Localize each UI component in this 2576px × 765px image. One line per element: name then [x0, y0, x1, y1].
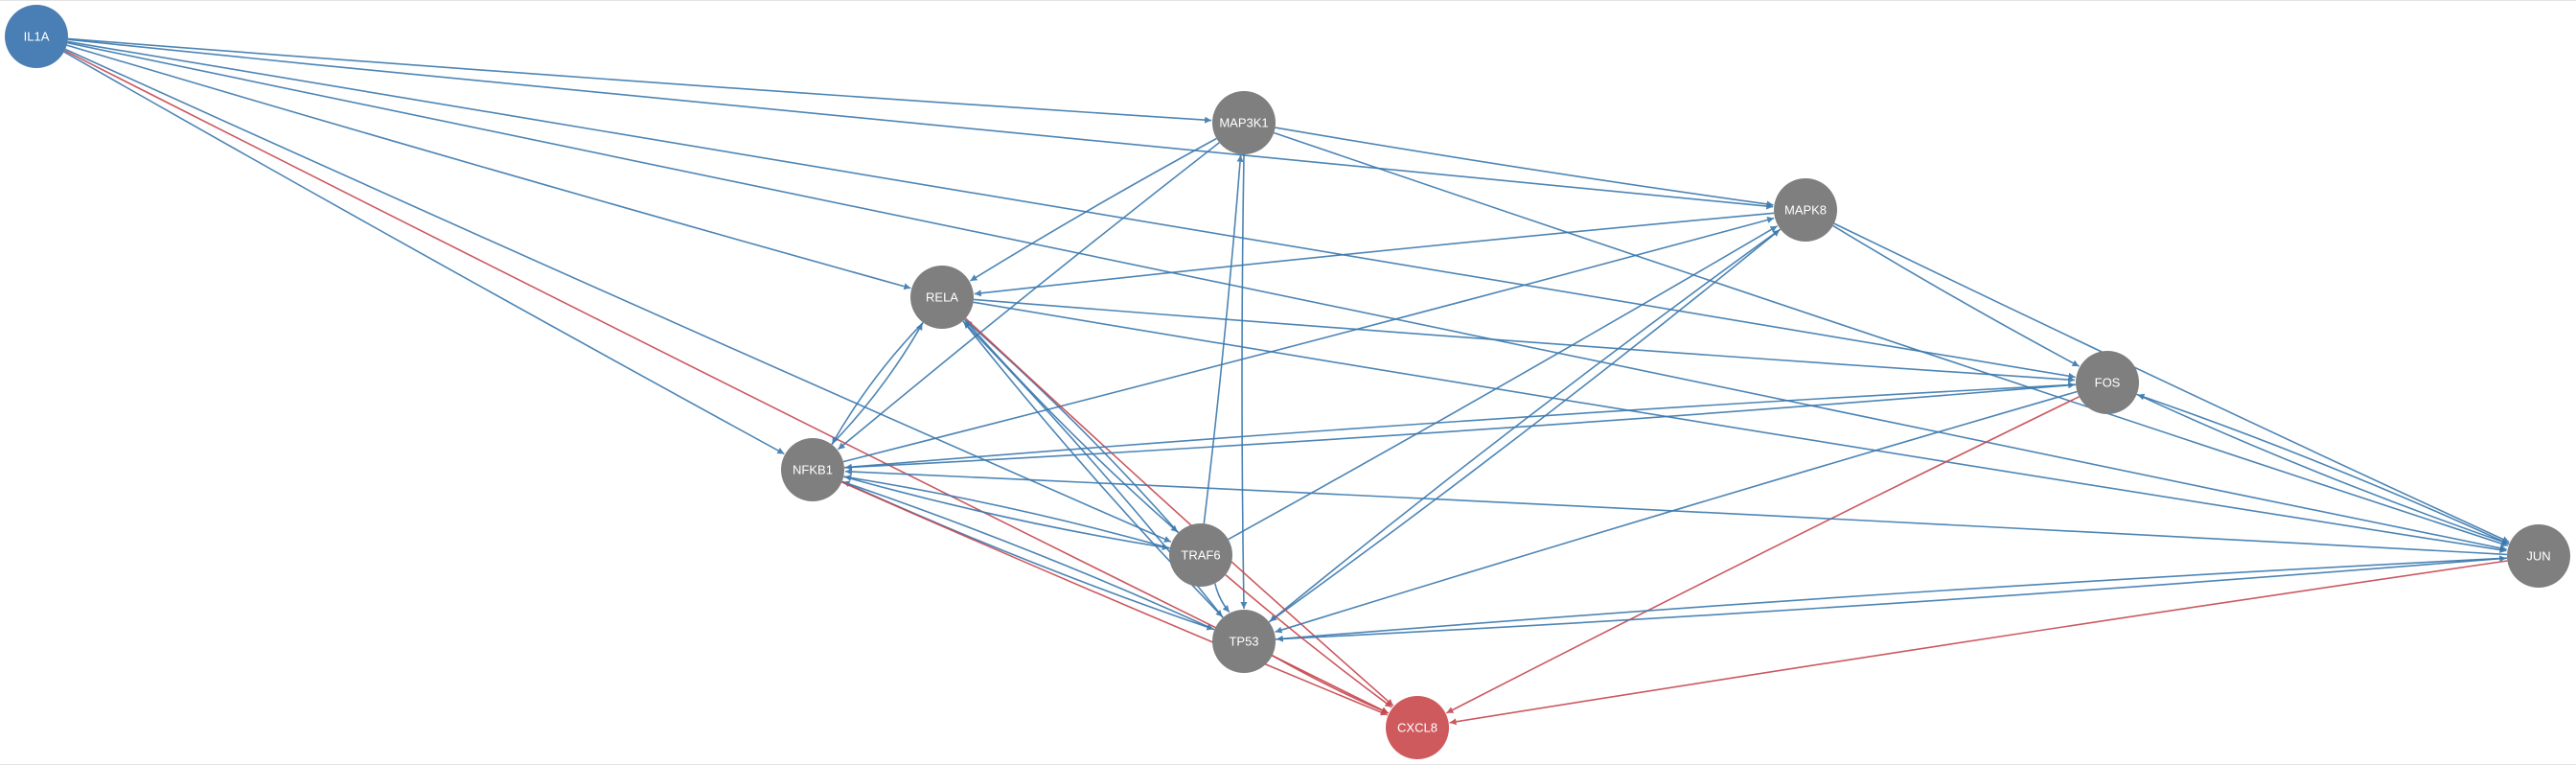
edge-il1a-to-nfkb1[interactable] — [63, 51, 785, 455]
edge-traf6-to-rela[interactable] — [964, 319, 1180, 534]
edge-il1a-to-jun[interactable] — [67, 41, 2507, 552]
edge-jun-to-fos[interactable] — [2137, 393, 2510, 545]
node-mapk8-circle[interactable] — [1774, 178, 1837, 242]
edge-tp53-to-cxcl8[interactable] — [1272, 655, 1389, 714]
edge-nfkb1-to-fos[interactable] — [843, 382, 2076, 469]
edge-tp53-to-jun[interactable] — [1275, 555, 2507, 640]
node-fos-label: FOS — [2095, 376, 2121, 390]
edge-fos-to-cxcl8[interactable] — [1446, 396, 2080, 714]
edge-jun-to-tp53[interactable] — [1276, 557, 2508, 642]
edge-il1a-to-cxcl8[interactable] — [64, 50, 1389, 714]
edge-nfkb1-to-tp53[interactable] — [841, 480, 1214, 631]
edge-fos-to-jun[interactable] — [2136, 393, 2509, 545]
edge-nfkb1-to-mapk8[interactable] — [842, 217, 1775, 463]
node-tp53[interactable]: TP53 — [1212, 610, 1276, 673]
edge-jun-to-cxcl8[interactable] — [1449, 560, 2508, 726]
node-rela-circle[interactable] — [910, 266, 974, 329]
edge-traf6-to-map3k1[interactable] — [1203, 154, 1244, 524]
node-nfkb1-label: NFKB1 — [793, 463, 833, 477]
edge-nfkb1-to-cxcl8[interactable] — [841, 481, 1389, 716]
node-traf6-circle[interactable] — [1169, 523, 1232, 587]
node-map3k1-circle[interactable] — [1212, 91, 1276, 154]
edge-il1a-to-traf6[interactable] — [64, 48, 1172, 543]
node-rela-label: RELA — [926, 290, 958, 305]
edge-jun-to-nfkb1[interactable] — [844, 468, 2508, 556]
node-cxcl8[interactable]: CXCL8 — [1386, 696, 1449, 759]
node-nfkb1[interactable]: NFKB1 — [781, 438, 844, 501]
node-jun[interactable]: JUN — [2507, 524, 2570, 588]
edge-rela-to-fos[interactable] — [973, 298, 2076, 383]
node-cxcl8-label: CXCL8 — [1397, 721, 1438, 735]
edge-rela-to-traf6[interactable] — [963, 318, 1179, 533]
edge-mapk8-to-fos[interactable] — [1832, 224, 2080, 367]
node-jun-label: JUN — [2526, 549, 2550, 564]
edge-traf6-to-tp53[interactable] — [1214, 583, 1230, 614]
node-il1a-circle[interactable] — [5, 5, 68, 68]
edge-il1a-to-map3k1[interactable] — [67, 37, 1212, 124]
node-rela[interactable]: RELA — [910, 266, 974, 329]
edge-map3k1-to-nfkb1[interactable] — [837, 142, 1220, 451]
edge-map3k1-to-jun[interactable] — [1274, 131, 2509, 547]
node-nfkb1-circle[interactable] — [781, 438, 844, 501]
node-fos[interactable]: FOS — [2076, 351, 2139, 414]
node-traf6-label: TRAF6 — [1181, 548, 1220, 563]
edge-nfkb1-to-traf6[interactable] — [842, 475, 1169, 551]
node-cxcl8-circle[interactable] — [1386, 696, 1449, 759]
node-il1a-label: IL1A — [24, 30, 50, 44]
edge-fos-to-tp53[interactable] — [1275, 390, 2078, 634]
edge-nfkb1-to-rela[interactable] — [831, 322, 924, 446]
edge-traf6-to-cxcl8[interactable] — [1225, 573, 1392, 708]
node-tp53-circle[interactable] — [1212, 610, 1276, 673]
node-map3k1[interactable]: MAP3K1 — [1212, 91, 1276, 154]
edge-map3k1-to-tp53[interactable] — [1240, 153, 1248, 610]
edge-mapk8-to-rela[interactable] — [974, 212, 1775, 297]
edge-rela-to-jun[interactable] — [973, 301, 2507, 553]
edge-traf6-to-mapk8[interactable] — [1228, 225, 1778, 541]
node-tp53-label: TP53 — [1229, 635, 1258, 649]
edge-il1a-to-rela[interactable] — [66, 44, 911, 290]
node-il1a[interactable]: IL1A — [5, 5, 68, 68]
node-fos-circle[interactable] — [2076, 351, 2139, 414]
edge-layer — [63, 37, 2510, 726]
node-traf6[interactable]: TRAF6 — [1169, 523, 1232, 587]
edge-tp53-to-nfkb1[interactable] — [842, 480, 1215, 631]
edge-map3k1-to-rela[interactable] — [969, 137, 1217, 282]
edge-map3k1-to-mapk8[interactable] — [1275, 127, 1774, 208]
edge-mapk8-to-jun[interactable] — [1833, 222, 2510, 544]
node-layer: IL1A MAP3K1 MAPK8 RELA FOS NFKB1 JUN TRAF6 TP53 C… — [5, 5, 2570, 759]
node-mapk8[interactable]: MAPK8 — [1774, 178, 1837, 242]
edge-fos-to-nfkb1[interactable] — [844, 383, 2077, 471]
edge-tp53-to-mapk8[interactable] — [1268, 229, 1781, 623]
node-map3k1-label: MAP3K1 — [1219, 116, 1268, 130]
edge-rela-to-cxcl8[interactable] — [964, 317, 1394, 707]
edge-mapk8-to-tp53[interactable] — [1269, 228, 1782, 622]
node-jun-circle[interactable] — [2507, 524, 2570, 588]
node-mapk8-label: MAPK8 — [1784, 203, 1827, 218]
edge-traf6-to-nfkb1[interactable] — [844, 474, 1171, 549]
edge-rela-to-nfkb1[interactable] — [831, 321, 924, 445]
